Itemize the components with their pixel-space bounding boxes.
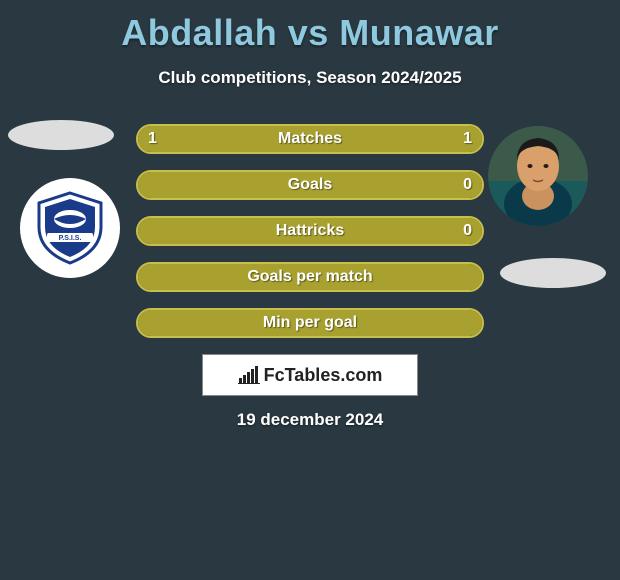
stat-bar: Matches1 1: [136, 124, 484, 154]
comparison-title: Abdallah vs Munawar: [0, 0, 620, 54]
brand-text: FcTables.com: [264, 365, 383, 386]
left-club-logo: P.S.I.S.: [20, 178, 120, 278]
stat-bar: Goals per match: [136, 262, 484, 292]
brand-watermark: FcTables.com: [202, 354, 418, 396]
stat-bar-value-right: 0: [463, 172, 472, 198]
comparison-bars: Matches11Goals0Hattricks0Goals per match…: [136, 124, 484, 354]
right-player-photo: [488, 126, 588, 226]
snapshot-date: 19 december 2024: [0, 410, 620, 430]
stat-bar-value-right: 1: [463, 126, 472, 152]
stat-bar-label: Goals: [138, 172, 482, 198]
bar-chart-icon: [238, 366, 260, 384]
stat-bar-value-left: 1: [148, 126, 157, 152]
svg-text:P.S.I.S.: P.S.I.S.: [59, 235, 82, 242]
psis-logo-icon: P.S.I.S.: [31, 189, 109, 267]
right-ellipse-placeholder: [500, 258, 606, 288]
stat-bar: Hattricks0: [136, 216, 484, 246]
stat-bar-label: Goals per match: [138, 264, 482, 290]
left-ellipse-placeholder: [8, 120, 114, 150]
stat-bar-label: Hattricks: [138, 218, 482, 244]
stat-bar: Min per goal: [136, 308, 484, 338]
stat-bar-label: Min per goal: [138, 310, 482, 336]
stat-bar-label: Matches: [138, 126, 482, 152]
comparison-subtitle: Club competitions, Season 2024/2025: [0, 68, 620, 88]
stat-bar: Goals0: [136, 170, 484, 200]
stat-bar-value-right: 0: [463, 218, 472, 244]
